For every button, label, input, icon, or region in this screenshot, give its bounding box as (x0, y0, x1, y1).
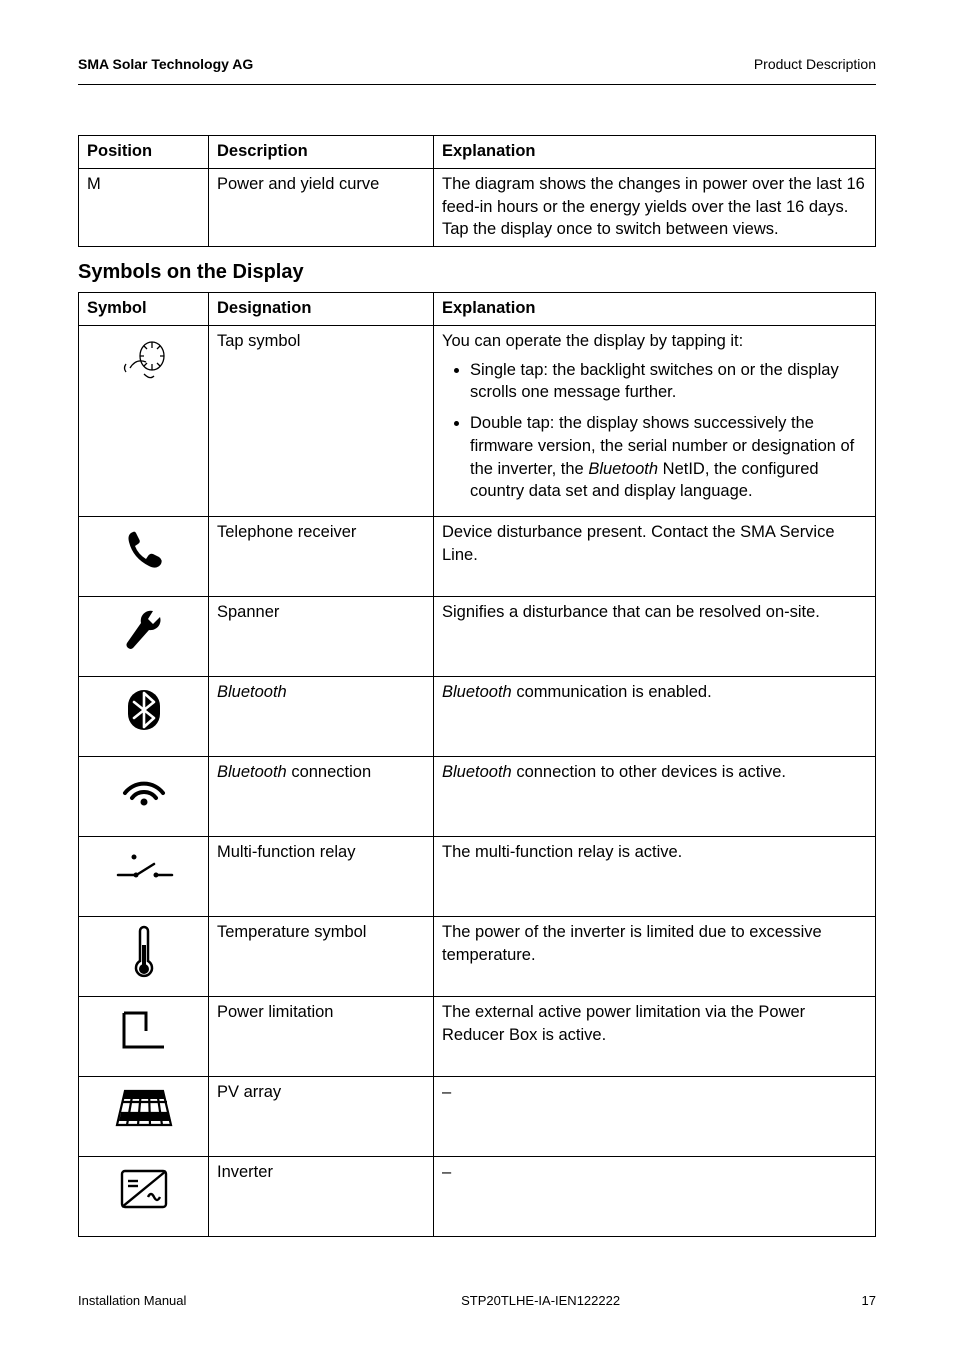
cell-explanation: Signifies a disturbance that can be reso… (434, 597, 876, 677)
symbol-cell (79, 997, 209, 1077)
th-position: Position (79, 136, 209, 169)
cell-explanation: Device disturbance present. Contact the … (434, 517, 876, 597)
footer-page-number: 17 (862, 1293, 876, 1308)
cell-designation: Temperature symbol (209, 917, 434, 997)
thermometer-icon (127, 925, 161, 981)
symbol-cell (79, 917, 209, 997)
power-limitation-icon (116, 1005, 172, 1055)
cell-explanation: Bluetooth connection to other devices is… (434, 757, 876, 837)
position-table: Position Description Explanation M Power… (78, 135, 876, 247)
cell-explanation: Bluetooth communication is enabled. (434, 677, 876, 757)
cell-designation: Telephone receiver (209, 517, 434, 597)
footer-left: Installation Manual (78, 1293, 186, 1308)
cell-explanation: The external active power limitation via… (434, 997, 876, 1077)
table-row: Telephone receiver Device disturbance pr… (79, 517, 876, 597)
cell-explanation: The power of the inverter is limited due… (434, 917, 876, 997)
th-symbol: Symbol (79, 293, 209, 326)
section-title: Symbols on the Display (78, 261, 876, 284)
telephone-icon (119, 525, 169, 575)
th-explanation: Explanation (434, 293, 876, 326)
th-explanation: Explanation (434, 136, 876, 169)
table-row: Position Description Explanation (79, 136, 876, 169)
cell-designation: Tap symbol (209, 325, 434, 516)
table-row: Temperature symbol The power of the inve… (79, 917, 876, 997)
running-footer: Installation Manual STP20TLHE-IA-IEN1222… (78, 1293, 876, 1308)
cell-designation: Multi-function relay (209, 837, 434, 917)
table-row: Bluetooth Bluetooth communication is ena… (79, 677, 876, 757)
cell-explanation: The multi-function relay is active. (434, 837, 876, 917)
relay-icon (112, 845, 176, 889)
cell-designation: Bluetooth connection (209, 757, 434, 837)
table-row: Multi-function relay The multi-function … (79, 837, 876, 917)
bluetooth-connection-icon (117, 765, 171, 809)
symbols-table: Symbol Designation Explanation Tap symbo… (78, 292, 876, 1237)
table-row: PV array – (79, 1077, 876, 1157)
th-designation: Designation (209, 293, 434, 326)
symbol-cell (79, 757, 209, 837)
symbol-cell (79, 677, 209, 757)
table-row: Inverter – (79, 1157, 876, 1237)
list-item: Double tap: the display shows successive… (470, 412, 867, 503)
table-row: Spanner Signifies a disturbance that can… (79, 597, 876, 677)
symbol-cell (79, 597, 209, 677)
symbol-cell (79, 325, 209, 516)
cell-position: M (79, 168, 209, 246)
pv-array-icon (113, 1085, 175, 1131)
tap-icon (116, 334, 172, 390)
th-description: Description (209, 136, 434, 169)
symbol-cell (79, 1157, 209, 1237)
table-row: Tap symbol You can operate the display b… (79, 325, 876, 516)
table-row: Bluetooth connection Bluetooth connectio… (79, 757, 876, 837)
cell-designation: PV array (209, 1077, 434, 1157)
cell-designation: Bluetooth (209, 677, 434, 757)
table-row: M Power and yield curve The diagram show… (79, 168, 876, 246)
tap-lead-text: You can operate the display by tapping i… (442, 332, 743, 350)
cell-explanation: – (434, 1077, 876, 1157)
inverter-icon (116, 1165, 172, 1213)
list-item: Single tap: the backlight switches on or… (470, 359, 867, 405)
cell-designation: Spanner (209, 597, 434, 677)
header-left: SMA Solar Technology AG (78, 56, 253, 72)
footer-mid: STP20TLHE-IA-IEN122222 (461, 1293, 620, 1308)
cell-explanation: – (434, 1157, 876, 1237)
symbol-cell (79, 1077, 209, 1157)
table-row: Symbol Designation Explanation (79, 293, 876, 326)
header-right: Product Description (754, 56, 876, 72)
cell-designation: Power limitation (209, 997, 434, 1077)
table-row: Power limitation The external active pow… (79, 997, 876, 1077)
cell-explanation: The diagram shows the changes in power o… (434, 168, 876, 246)
bluetooth-icon (119, 685, 169, 735)
cell-explanation: You can operate the display by tapping i… (434, 325, 876, 516)
running-header: SMA Solar Technology AG Product Descript… (78, 56, 876, 85)
symbol-cell (79, 837, 209, 917)
cell-description: Power and yield curve (209, 168, 434, 246)
cell-designation: Inverter (209, 1157, 434, 1237)
spanner-icon (119, 605, 169, 655)
symbol-cell (79, 517, 209, 597)
